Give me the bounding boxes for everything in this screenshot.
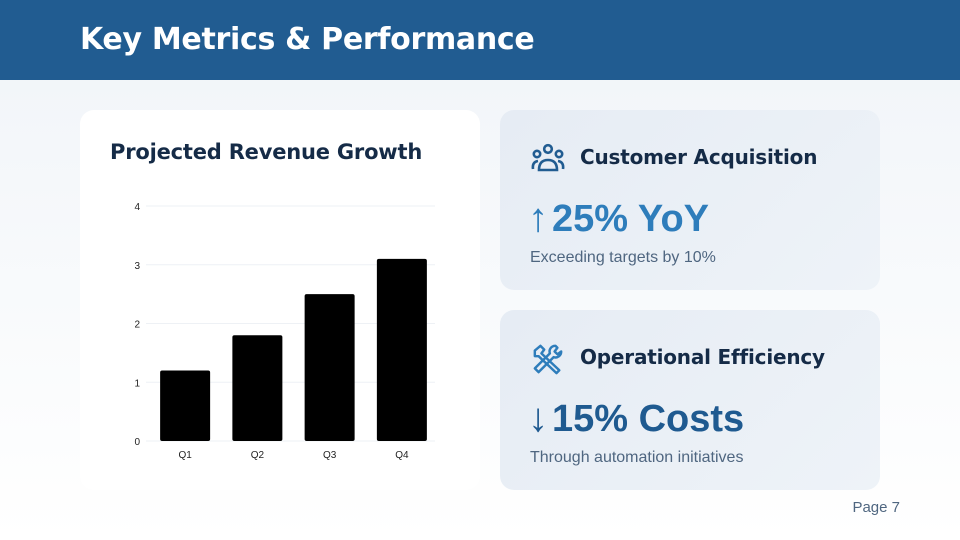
metric-title: Customer Acquisition xyxy=(580,145,818,169)
revenue-bar-chart: 0 1 2 3 4 Q1 Q2 Q3 Q4 xyxy=(134,202,435,461)
y-tick-label: 0 xyxy=(134,437,140,448)
page-number: Page 7 xyxy=(852,499,900,516)
revenue-chart-card: 0 1 2 3 4 Q1 Q2 Q3 Q4 Projected Revenue Growth xyxy=(80,110,480,490)
bar-q3 xyxy=(304,294,355,441)
metric-title: Operational Efficiency xyxy=(580,345,825,369)
x-tick-label: Q4 xyxy=(395,450,409,461)
metric-value: ↑ 25% YoY xyxy=(528,196,709,241)
operational-efficiency-card: Operational Efficiency ↓ 15% Costs Throug… xyxy=(500,310,880,490)
bar-q2 xyxy=(232,335,283,441)
y-tick-label: 4 xyxy=(134,202,140,213)
x-tick-label: Q2 xyxy=(251,450,265,461)
metric-value: ↓ 15% Costs xyxy=(528,396,744,441)
metric-subtitle: Exceeding targets by 10% xyxy=(530,249,716,266)
y-tick-label: 3 xyxy=(134,261,140,272)
arrow-down-icon: ↓ xyxy=(528,396,548,440)
chart-title: Projected Revenue Growth xyxy=(110,140,423,164)
bar-q4 xyxy=(376,258,427,441)
page-title: Key Metrics & Performance xyxy=(80,22,535,57)
tools-icon xyxy=(533,344,563,375)
x-tick-label: Q3 xyxy=(323,450,337,461)
metric-value-text: 25% YoY xyxy=(552,198,710,240)
metric-value-text: 15% Costs xyxy=(552,398,745,440)
header-bar: Key Metrics & Performance xyxy=(0,0,960,80)
y-tick-label: 1 xyxy=(134,378,140,389)
arrow-up-icon: ↑ xyxy=(528,196,548,240)
customer-acquisition-card: Customer Acquisition ↑ 25% YoY Exceeding … xyxy=(500,110,880,290)
x-tick-label: Q1 xyxy=(178,450,192,461)
y-tick-label: 2 xyxy=(134,320,140,331)
users-group-icon xyxy=(531,143,565,172)
metric-subtitle: Through automation initiatives xyxy=(530,449,744,466)
bar-q1 xyxy=(160,370,211,441)
